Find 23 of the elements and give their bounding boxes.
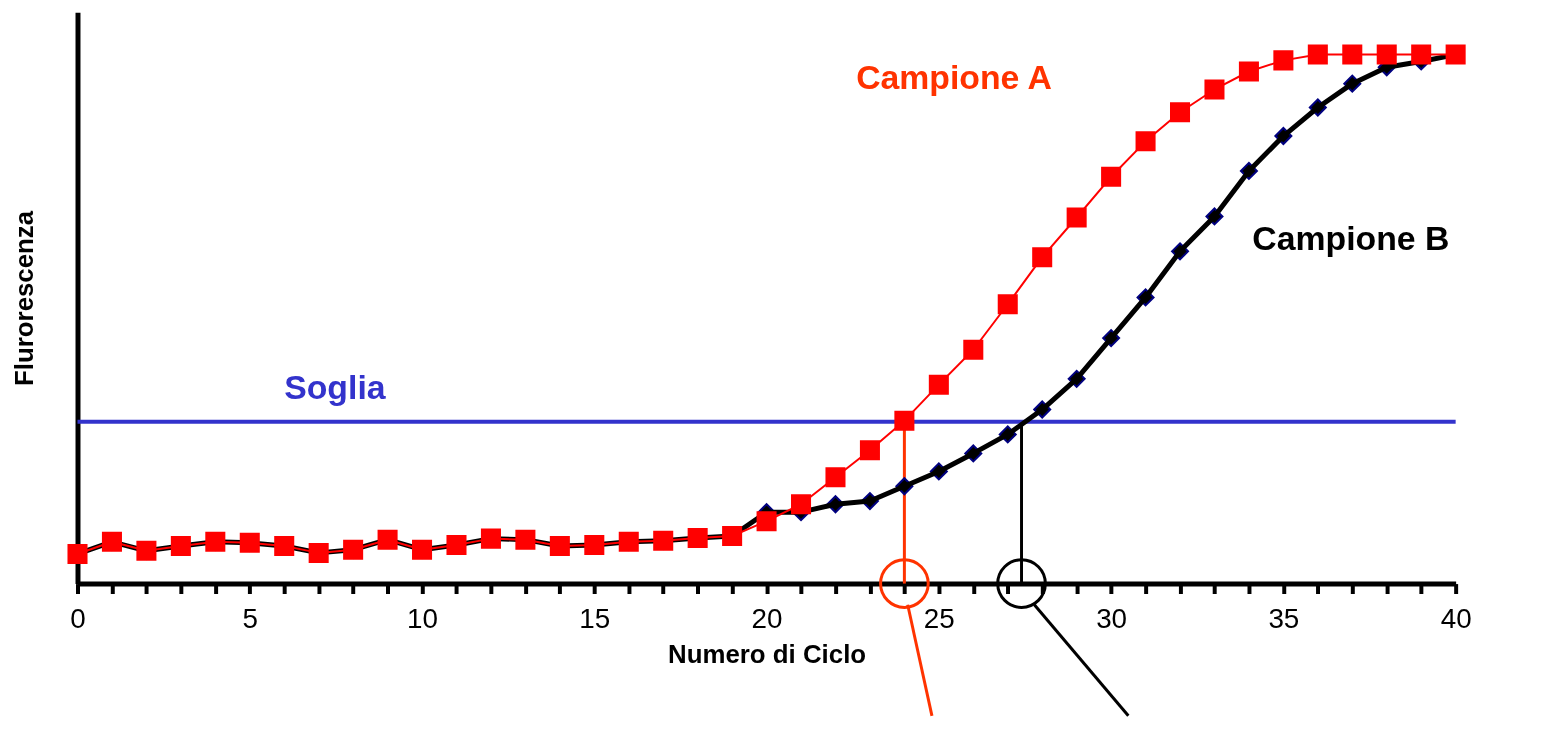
point bbox=[1066, 207, 1087, 228]
x-tick-label: 0 bbox=[70, 602, 86, 634]
text: Campione A bbox=[856, 58, 1052, 97]
series-label: Campione B bbox=[1252, 218, 1450, 257]
point bbox=[1273, 50, 1294, 71]
y-axis-title: Flurorescenza bbox=[10, 210, 39, 386]
point bbox=[1307, 44, 1328, 65]
x-tick-label: 20 bbox=[751, 602, 783, 634]
point bbox=[1238, 61, 1259, 82]
point bbox=[756, 511, 777, 532]
x-tick-label: 15 bbox=[579, 602, 611, 634]
ref-line-label: Soglia bbox=[284, 367, 386, 406]
point bbox=[1376, 44, 1397, 65]
point bbox=[1342, 44, 1363, 65]
point bbox=[1204, 79, 1225, 100]
x-tick-label: 5 bbox=[242, 602, 258, 634]
x-tick-label: 10 bbox=[407, 602, 438, 634]
x-tick-label: 35 bbox=[1268, 602, 1300, 634]
x-tick-label: 40 bbox=[1440, 602, 1472, 634]
x-tick-label: 25 bbox=[923, 602, 955, 634]
x-tick-label: 30 bbox=[1096, 602, 1128, 634]
x-axis-title: Numero di Ciclo bbox=[668, 639, 867, 668]
point bbox=[1411, 44, 1432, 65]
